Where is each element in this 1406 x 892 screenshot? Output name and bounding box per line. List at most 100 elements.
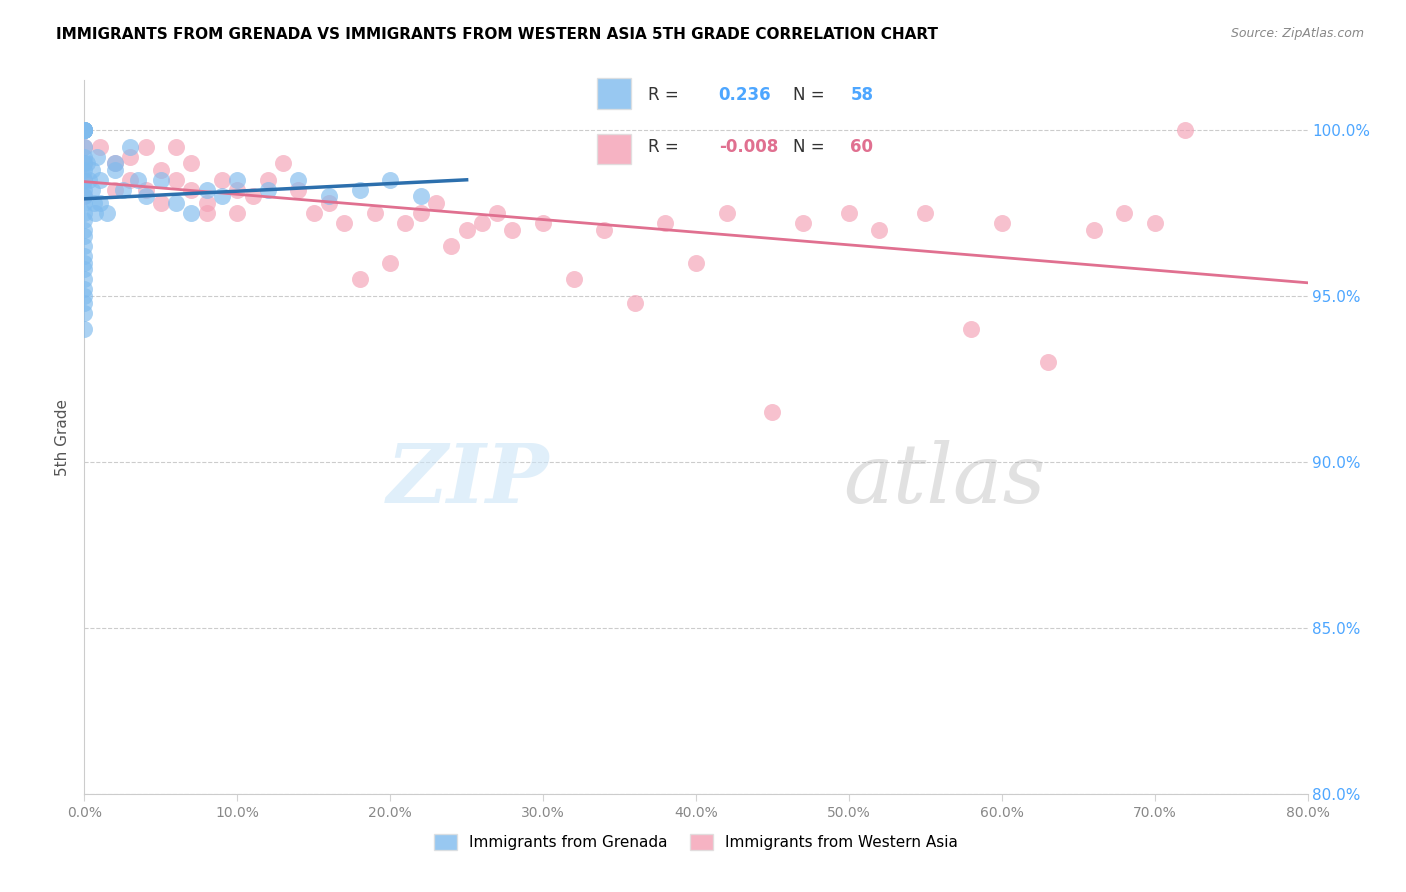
Text: 0.236: 0.236 [718,86,772,103]
Point [86,150,108,164]
Point [73,183,96,197]
Point [1083,222,1105,236]
Point [73,162,96,177]
Point [73,173,96,187]
Legend: Immigrants from Grenada, Immigrants from Western Asia: Immigrants from Grenada, Immigrants from… [433,835,959,850]
Point [226,173,249,187]
Point [89,139,111,153]
Point [83,196,105,211]
Point [120,150,142,164]
Text: N =: N = [793,138,824,156]
Point [104,156,127,170]
Point [73,229,96,244]
Point [271,156,294,170]
Text: -0.008: -0.008 [718,138,778,156]
Point [73,150,96,164]
Point [120,173,142,187]
Point [73,123,96,137]
Point [73,305,96,319]
Point [73,123,96,137]
Point [73,173,96,187]
Point [380,256,402,270]
Point [287,173,309,187]
Point [111,183,134,197]
Point [89,196,111,211]
Point [409,189,432,203]
Text: 58: 58 [851,86,873,103]
Point [149,162,172,177]
Point [73,123,96,137]
Point [120,139,142,153]
Point [287,183,309,197]
Point [73,322,96,336]
Point [838,206,860,220]
Point [73,282,96,296]
Text: R =: R = [648,86,679,103]
Point [127,173,149,187]
Point [73,123,96,137]
Point [195,196,218,211]
Point [349,272,371,286]
Point [73,156,96,170]
Point [165,173,187,187]
Text: ZIP: ZIP [387,440,550,520]
Text: IMMIGRANTS FROM GRENADA VS IMMIGRANTS FROM WESTERN ASIA 5TH GRADE CORRELATION CH: IMMIGRANTS FROM GRENADA VS IMMIGRANTS FR… [56,27,938,42]
Point [135,139,157,153]
Point [165,196,187,211]
Point [257,183,280,197]
Point [364,206,387,220]
Point [991,216,1014,230]
Point [211,173,233,187]
Point [409,206,432,220]
Point [654,216,676,230]
Point [73,212,96,227]
Point [73,256,96,270]
Point [73,139,96,153]
Point [1114,206,1136,220]
Text: N =: N = [793,86,824,103]
Point [761,405,783,419]
Point [195,206,218,220]
Point [242,189,264,203]
Point [76,156,98,170]
Point [73,239,96,253]
Point [302,206,325,220]
Point [73,123,96,137]
FancyBboxPatch shape [598,134,631,164]
Point [149,196,172,211]
FancyBboxPatch shape [598,78,631,109]
Point [914,206,936,220]
Point [77,173,100,187]
Point [135,189,157,203]
Point [80,162,103,177]
Point [180,156,202,170]
Point [135,183,157,197]
Point [104,162,127,177]
Point [502,222,524,236]
Point [471,216,494,230]
Point [562,272,585,286]
Point [73,262,96,277]
Point [73,189,96,203]
Point [624,295,647,310]
Point [104,156,127,170]
Point [456,222,478,236]
Point [318,189,340,203]
Point [73,295,96,310]
Point [195,183,218,197]
Point [96,206,118,220]
Text: Source: ZipAtlas.com: Source: ZipAtlas.com [1230,27,1364,40]
Point [960,322,983,336]
Point [380,173,402,187]
Point [716,206,738,220]
Point [73,289,96,303]
Point [1143,216,1166,230]
Point [73,123,96,137]
Point [486,206,509,220]
Point [440,239,463,253]
Point [165,139,187,153]
Point [89,173,111,187]
Point [869,222,891,236]
Point [73,206,96,220]
Point [73,189,96,203]
